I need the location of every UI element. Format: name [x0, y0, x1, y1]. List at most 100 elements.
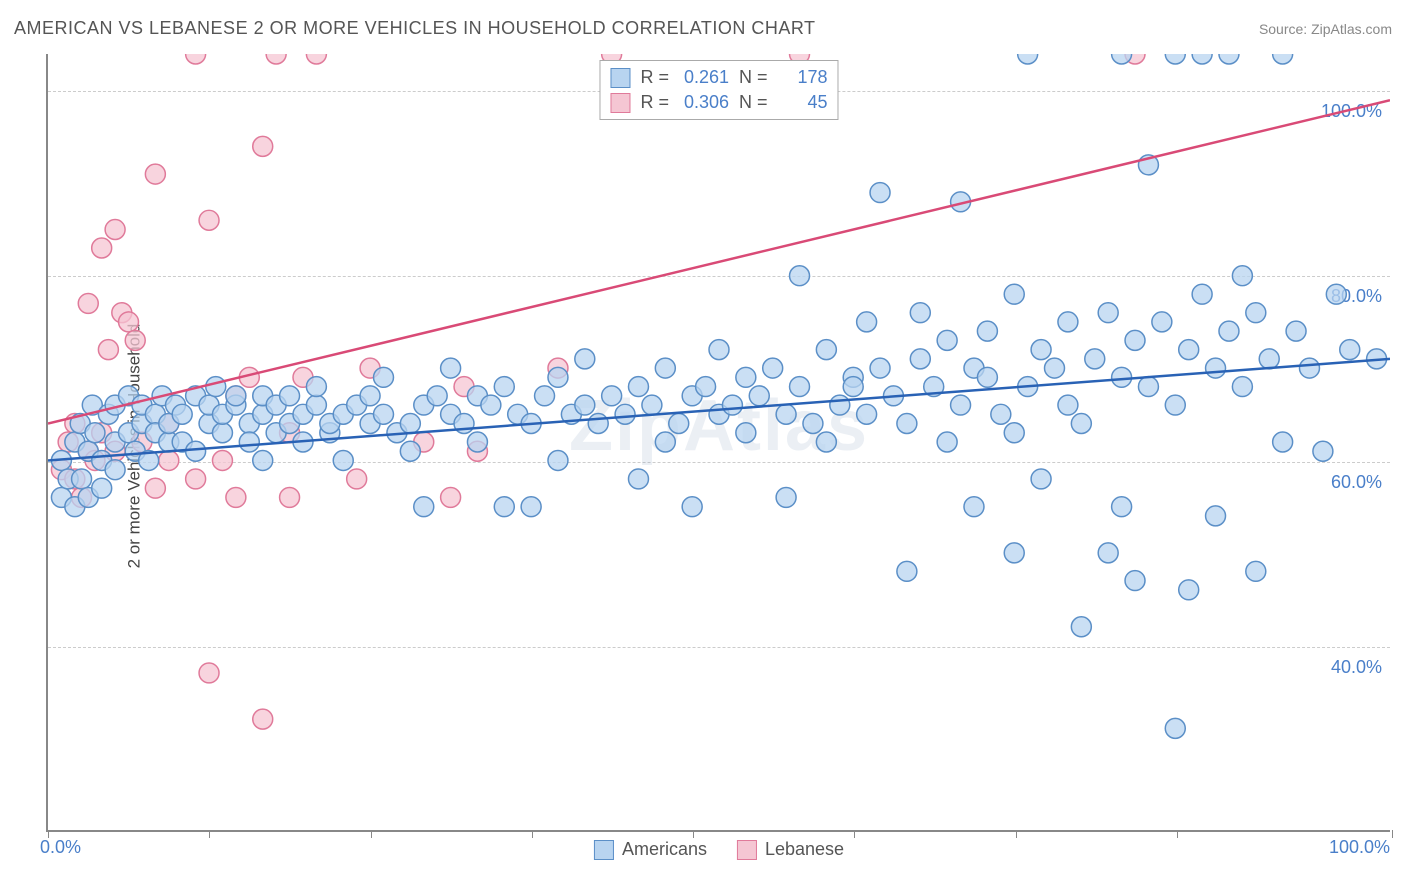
- scatter-point-americans: [1138, 377, 1158, 397]
- scatter-point-americans: [910, 349, 930, 369]
- scatter-point-americans: [481, 395, 501, 415]
- r-label: R =: [640, 67, 669, 88]
- scatter-point-americans: [736, 423, 756, 443]
- scatter-point-americans: [1232, 377, 1252, 397]
- scatter-point-americans: [857, 312, 877, 332]
- scatter-point-americans: [602, 386, 622, 406]
- scatter-point-americans: [1326, 284, 1346, 304]
- scatter-point-americans: [1206, 358, 1226, 378]
- scatter-point-lebanese: [186, 54, 206, 64]
- x-axis-tick: [1392, 830, 1393, 838]
- scatter-point-lebanese: [253, 136, 273, 156]
- scatter-point-americans: [239, 432, 259, 452]
- scatter-point-americans: [655, 358, 675, 378]
- scatter-point-lebanese: [266, 54, 286, 64]
- scatter-point-americans: [910, 303, 930, 323]
- scatter-point-americans: [1273, 432, 1293, 452]
- scatter-point-lebanese: [159, 451, 179, 471]
- scatter-point-americans: [1179, 340, 1199, 360]
- scatter-point-americans: [1259, 349, 1279, 369]
- scatter-point-americans: [628, 377, 648, 397]
- scatter-point-americans: [172, 404, 192, 424]
- swatch-americans: [610, 68, 630, 88]
- scatter-point-americans: [1098, 303, 1118, 323]
- scatter-point-americans: [400, 441, 420, 461]
- scatter-point-americans: [642, 395, 662, 415]
- scatter-point-lebanese: [253, 709, 273, 729]
- scatter-point-americans: [1192, 284, 1212, 304]
- scatter-point-americans: [72, 469, 92, 489]
- scatter-point-americans: [709, 340, 729, 360]
- legend-item-lebanese: Lebanese: [737, 839, 844, 860]
- scatter-point-americans: [682, 497, 702, 517]
- scatter-point-lebanese: [199, 210, 219, 230]
- scatter-point-lebanese: [212, 451, 232, 471]
- scatter-point-americans: [1152, 312, 1172, 332]
- scatter-point-americans: [494, 497, 514, 517]
- stats-row-americans: R = 0.261 N = 178: [610, 65, 827, 90]
- scatter-point-lebanese: [347, 469, 367, 489]
- scatter-point-americans: [1031, 469, 1051, 489]
- scatter-point-lebanese: [119, 312, 139, 332]
- scatter-point-americans: [1192, 54, 1212, 64]
- scatter-point-americans: [1286, 321, 1306, 341]
- scatter-point-americans: [548, 451, 568, 471]
- scatter-point-americans: [776, 404, 796, 424]
- scatter-point-americans: [1219, 54, 1239, 64]
- scatter-point-lebanese: [306, 54, 326, 64]
- legend-item-americans: Americans: [594, 839, 707, 860]
- scatter-point-lebanese: [145, 478, 165, 498]
- scatter-point-americans: [1004, 284, 1024, 304]
- scatter-point-americans: [1112, 497, 1132, 517]
- scatter-point-americans: [736, 367, 756, 387]
- x-axis-min-label: 0.0%: [40, 837, 81, 858]
- scatter-point-americans: [467, 432, 487, 452]
- x-axis-tick: [693, 830, 694, 838]
- swatch-lebanese: [737, 840, 757, 860]
- scatter-point-americans: [186, 441, 206, 461]
- scatter-point-americans: [92, 478, 112, 498]
- scatter-point-americans: [803, 414, 823, 434]
- scatter-point-americans: [1165, 395, 1185, 415]
- n-label: N =: [739, 67, 768, 88]
- scatter-point-americans: [1112, 367, 1132, 387]
- scatter-point-americans: [722, 395, 742, 415]
- scatter-point-lebanese: [226, 487, 246, 507]
- scatter-point-americans: [360, 386, 380, 406]
- scatter-point-americans: [535, 386, 555, 406]
- scatter-point-americans: [306, 377, 326, 397]
- scatter-point-lebanese: [105, 220, 125, 240]
- legend-label-lebanese: Lebanese: [765, 839, 844, 860]
- lebanese-n-value: 45: [778, 92, 828, 113]
- scatter-chart: [48, 54, 1390, 830]
- x-axis-tick: [371, 830, 372, 838]
- scatter-point-americans: [964, 497, 984, 517]
- swatch-lebanese: [610, 93, 630, 113]
- scatter-point-americans: [400, 414, 420, 434]
- scatter-point-americans: [816, 340, 836, 360]
- scatter-point-americans: [1273, 54, 1293, 64]
- scatter-point-lebanese: [186, 469, 206, 489]
- scatter-point-americans: [696, 377, 716, 397]
- swatch-americans: [594, 840, 614, 860]
- scatter-point-americans: [105, 460, 125, 480]
- scatter-point-americans: [521, 497, 541, 517]
- r-label: R =: [640, 92, 669, 113]
- scatter-point-lebanese: [98, 340, 118, 360]
- source-label: Source: ZipAtlas.com: [1259, 21, 1392, 37]
- scatter-point-lebanese: [145, 164, 165, 184]
- scatter-point-americans: [280, 386, 300, 406]
- scatter-point-americans: [763, 358, 783, 378]
- scatter-point-americans: [427, 386, 447, 406]
- scatter-point-americans: [575, 395, 595, 415]
- scatter-point-americans: [1299, 358, 1319, 378]
- scatter-point-americans: [1313, 441, 1333, 461]
- scatter-point-americans: [1206, 506, 1226, 526]
- scatter-point-americans: [628, 469, 648, 489]
- scatter-point-americans: [1232, 266, 1252, 286]
- scatter-point-americans: [897, 414, 917, 434]
- scatter-point-americans: [1165, 718, 1185, 738]
- scatter-point-lebanese: [92, 238, 112, 258]
- scatter-point-americans: [333, 451, 353, 471]
- scatter-point-americans: [1071, 414, 1091, 434]
